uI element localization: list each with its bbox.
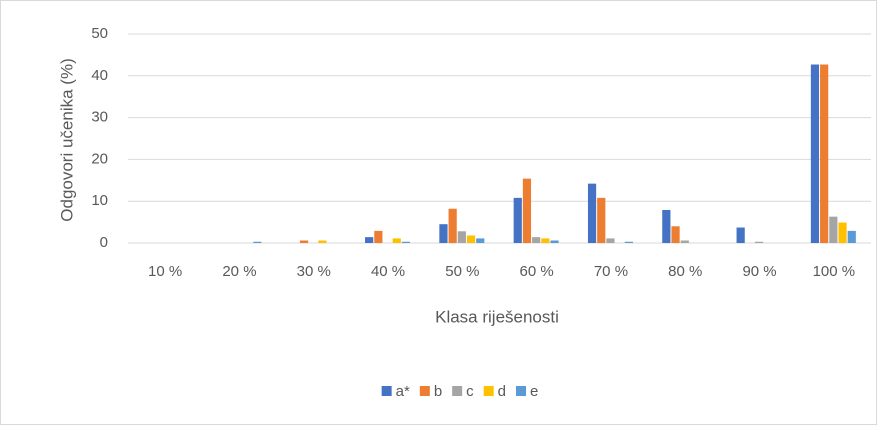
legend-swatch xyxy=(452,386,463,396)
legend-label: b xyxy=(434,383,442,400)
legend-label: d xyxy=(498,383,506,400)
bar xyxy=(448,208,457,243)
x-tick-label: 70 % xyxy=(594,263,628,280)
bar xyxy=(820,64,829,243)
bar xyxy=(439,224,448,243)
bar xyxy=(318,240,327,243)
legend-label: c xyxy=(466,383,474,400)
bar xyxy=(532,237,541,243)
bar xyxy=(810,64,820,243)
bar xyxy=(401,241,411,243)
legend-swatch xyxy=(483,386,494,396)
x-tick-label: 80 % xyxy=(668,263,702,280)
y-tick-label: 0 xyxy=(100,234,108,251)
bar xyxy=(662,209,671,243)
bar xyxy=(587,183,597,243)
x-tick-label: 100 % xyxy=(813,263,856,280)
bar xyxy=(541,238,550,243)
bar xyxy=(597,197,606,243)
bar xyxy=(522,178,532,243)
bar xyxy=(754,241,764,243)
bar xyxy=(847,230,856,243)
y-axis-title: Odgovori učenika (%) xyxy=(57,58,76,221)
x-tick-label: 60 % xyxy=(520,263,554,280)
bar xyxy=(736,227,745,243)
bar xyxy=(476,238,485,243)
bar xyxy=(624,241,633,243)
bar xyxy=(838,222,847,243)
bar xyxy=(365,237,374,243)
bar xyxy=(374,230,383,243)
bar xyxy=(829,216,838,243)
y-tick-label: 50 xyxy=(91,25,108,42)
bar xyxy=(466,235,476,243)
x-tick-label: 40 % xyxy=(371,263,405,280)
legend-label: a* xyxy=(396,383,410,400)
x-tick-label: 90 % xyxy=(742,263,776,280)
bar xyxy=(392,238,401,243)
legend-swatch xyxy=(516,386,527,396)
x-tick-label: 30 % xyxy=(297,263,331,280)
x-tick-label: 20 % xyxy=(222,263,256,280)
legend-label: e xyxy=(530,383,538,400)
y-tick-label: 10 xyxy=(91,192,108,209)
bar xyxy=(299,240,309,243)
bar xyxy=(513,197,522,243)
bar xyxy=(606,238,615,243)
y-tick-label: 20 xyxy=(91,150,108,167)
y-tick-label: 40 xyxy=(91,67,108,84)
bar xyxy=(550,240,559,243)
bar xyxy=(457,231,466,243)
bar xyxy=(671,226,680,243)
bar xyxy=(253,241,262,243)
legend-swatch xyxy=(419,386,430,396)
y-tick-label: 30 xyxy=(91,109,108,126)
x-tick-label: 50 % xyxy=(445,263,479,280)
x-tick-label: 10 % xyxy=(148,263,182,280)
bar xyxy=(680,240,689,243)
legend-swatch xyxy=(381,386,392,396)
x-axis-title: Klasa riješenosti xyxy=(435,307,559,326)
